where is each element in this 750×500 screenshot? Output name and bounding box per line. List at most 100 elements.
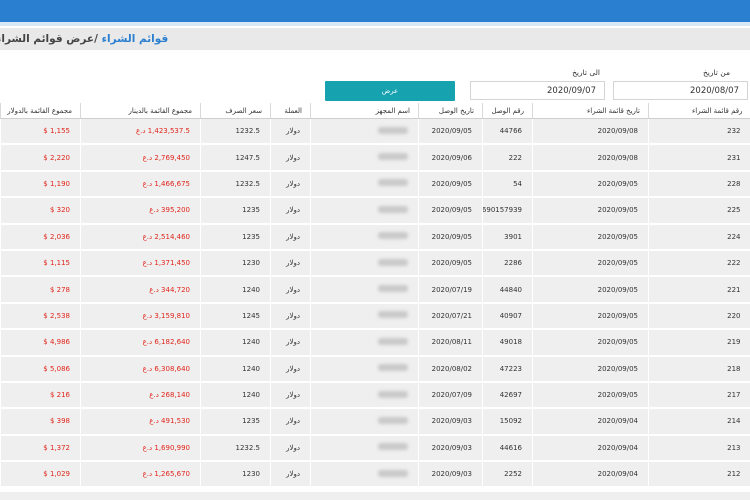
cell-exchange-rate: 1245 (200, 302, 271, 331)
column-header: مجموع القائمة بالدينار (80, 103, 201, 119)
table-row: 212 2020/09/04 2252 2020/09/03 دولار 1230 1,26… (0, 461, 750, 489)
table-row: 228 2020/09/05 54 2020/09/05 دولار 1232.5 1,46… (0, 170, 750, 199)
table-row: 232 2020/09/08 44766 2020/09/05 دولار 1232.5 1… (0, 118, 750, 146)
cell-total-dinar: 1,423,537.5 د.ع (80, 118, 201, 146)
cell-text: $ 278 (49, 285, 70, 294)
cell-exchange-rate: 1230 (200, 461, 271, 489)
cell-currency: دولار (270, 249, 311, 278)
cell-currency: دولار (270, 461, 311, 489)
cell-purchase-no: 224 (648, 223, 750, 251)
cell-currency: دولار (270, 408, 311, 436)
cell-exchange-rate: 1240 (200, 381, 271, 410)
cell-total-dollar: $ 216 (0, 381, 81, 410)
from-label: من تاريخ (702, 68, 730, 77)
header-row: رقم قائمة الشراء تاريخ قائمة الشراء رقم ال… (0, 103, 750, 119)
cell-text: $ 1,372 (43, 443, 70, 452)
supplier-name (310, 302, 419, 331)
from-date-input[interactable]: 2020/08/07 (613, 81, 748, 100)
top-strip (0, 22, 750, 26)
purchase-table: رقم قائمة الشراء تاريخ قائمة الشراء رقم ال… (0, 103, 750, 489)
supplier-name (310, 197, 419, 225)
cell-receipt-no: 44840 (482, 276, 533, 304)
cell-text: $ 4,986 (43, 338, 70, 347)
cell-receipt-no: 44766 (482, 118, 533, 146)
cell-purchase-date: 2020/09/04 (532, 408, 649, 436)
cell-text: $ 1,190 (43, 179, 70, 188)
cell-purchase-no: 228 (648, 170, 750, 199)
cell-receipt-no: 49018 (482, 329, 533, 357)
supplier-name (310, 329, 419, 357)
cell-text: $ 398 (49, 417, 70, 426)
cell-currency: دولار (270, 329, 311, 357)
table-row: 217 2020/09/05 42697 2020/07/09 دولار 1240 268… (0, 381, 750, 410)
cell-purchase-no: 218 (648, 355, 750, 383)
cell-total-dollar: $ 1,372 (0, 434, 81, 463)
cell-total-dollar: $ 1,190 (0, 170, 81, 199)
show-button[interactable]: عرض (325, 81, 455, 101)
cell-exchange-rate: 1240 (200, 329, 271, 357)
table-row: 224 2020/09/05 3901 2020/09/05 دولار 1235 2,51… (0, 223, 750, 251)
cell-purchase-date: 2020/09/05 (532, 355, 649, 383)
cell-total-dinar: 395,200 د.ع (80, 197, 201, 225)
supplier-name (310, 276, 419, 304)
column-header: رقم قائمة الشراء (648, 103, 750, 119)
supplier-name (310, 223, 419, 251)
supplier-name (310, 434, 419, 463)
cell-receipt-date: 2020/09/05 (418, 170, 483, 199)
cell-purchase-date: 2020/09/05 (532, 223, 649, 251)
table-row: 213 2020/09/04 44616 2020/09/03 دولار 1232.5 1… (0, 434, 750, 463)
table-row: 218 2020/09/05 47223 2020/08/02 دولار 1240 6,3… (0, 355, 750, 383)
cell-total-dinar: 6,308,640 د.ع (80, 355, 201, 383)
cell-text: $ 1,029 (43, 470, 70, 479)
cell-total-dinar: 2,514,460 د.ع (80, 223, 201, 251)
supplier-name (310, 381, 419, 410)
cell-total-dinar: 344,720 د.ع (80, 276, 201, 304)
cell-receipt-no: 222 (482, 144, 533, 172)
breadcrumb: قوائم الشراء /عرض قوائم الشراء (0, 31, 168, 47)
cell-text: $ 5,086 (43, 364, 70, 373)
cell-receipt-no: 15092 (482, 408, 533, 436)
cell-total-dollar: $ 1,115 (0, 249, 81, 278)
cell-receipt-no: 54 (482, 170, 533, 199)
cell-purchase-date: 2020/09/05 (532, 381, 649, 410)
cell-currency: دولار (270, 197, 311, 225)
supplier-name (310, 144, 419, 172)
cell-total-dollar: $ 2,220 (0, 144, 81, 172)
cell-exchange-rate: 1240 (200, 276, 271, 304)
blurred-name (378, 205, 408, 213)
to-date-input[interactable]: 2020/09/07 (470, 81, 605, 100)
cell-receipt-no: 690157939 (482, 197, 533, 225)
cell-currency: دولار (270, 223, 311, 251)
cell-receipt-date: 2020/09/05 (418, 118, 483, 146)
cell-receipt-date: 2020/07/09 (418, 381, 483, 410)
column-header: تاريخ الوصل (418, 103, 483, 119)
supplier-name (310, 249, 419, 278)
blurred-name (378, 416, 408, 424)
table-row: 220 2020/09/05 40907 2020/07/21 دولار 1245 3,1… (0, 302, 750, 331)
cell-exchange-rate: 1235 (200, 197, 271, 225)
cell-total-dinar: 1,690,990 د.ع (80, 434, 201, 463)
cell-exchange-rate: 1240 (200, 355, 271, 383)
cell-currency: دولار (270, 276, 311, 304)
cell-purchase-no: 212 (648, 461, 750, 489)
blurred-name (378, 232, 408, 240)
table-row: 231 2020/09/08 222 2020/09/06 دولار 1247.5 2,7… (0, 144, 750, 172)
cell-total-dollar: $ 1,029 (0, 461, 81, 489)
column-header: رقم الوصل (482, 103, 533, 119)
column-header: اسم المجهز (310, 103, 419, 119)
cell-purchase-no: 232 (648, 118, 750, 146)
cell-exchange-rate: 1232.5 (200, 434, 271, 463)
breadcrumb-bar (0, 28, 750, 50)
to-label: الى تاريخ (572, 68, 600, 77)
cell-purchase-date: 2020/09/05 (532, 249, 649, 278)
blurred-name (378, 126, 408, 134)
breadcrumb-current: /عرض قوائم الشراء (0, 33, 98, 45)
cell-receipt-no: 3901 (482, 223, 533, 251)
table-row: 219 2020/09/05 49018 2020/08/11 دولار 1240 6,1… (0, 329, 750, 357)
cell-purchase-date: 2020/09/05 (532, 302, 649, 331)
cell-receipt-no: 42697 (482, 381, 533, 410)
breadcrumb-link[interactable]: قوائم الشراء (101, 33, 169, 45)
cell-receipt-no: 2286 (482, 249, 533, 278)
cell-total-dollar: $ 278 (0, 276, 81, 304)
